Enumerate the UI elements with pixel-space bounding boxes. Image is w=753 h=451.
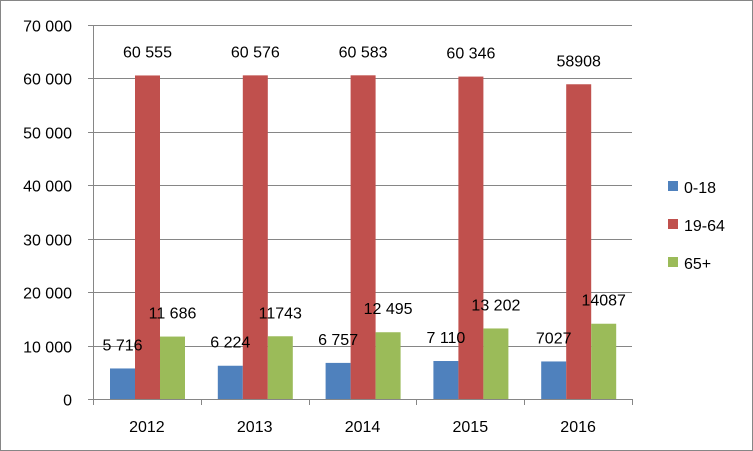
data-label: 6 757 [318, 332, 358, 349]
bar [375, 332, 401, 399]
data-label: 14087 [581, 293, 626, 310]
legend-entry: 65+ [684, 256, 711, 273]
y-tick-label: 30 000 [23, 233, 72, 250]
legend-swatch [668, 219, 678, 229]
data-label: 13 202 [471, 297, 520, 314]
bar [242, 75, 268, 400]
data-label: 11743 [259, 305, 302, 322]
x-tick-label: 2016 [560, 419, 596, 436]
bar [350, 75, 376, 399]
data-label: 60 576 [231, 44, 280, 61]
data-label: 6 224 [210, 335, 250, 352]
data-label: 5 716 [102, 337, 142, 354]
y-tick-label: 10 000 [23, 340, 72, 357]
x-tick-label: 2015 [453, 419, 489, 436]
data-label: 11 686 [149, 306, 197, 323]
legend-swatch [668, 257, 678, 267]
legend-swatch [668, 181, 678, 191]
bar [325, 362, 351, 399]
bar [267, 336, 293, 399]
bar [483, 328, 509, 399]
data-labels: 5 716 6 224 6 757 7 110 7027 60 555 60 576 60 5… [102, 44, 626, 354]
bar [135, 75, 160, 399]
tick-labels: 0 10 000 20 000 30 000 40 000 50 000 60 000 70 … [23, 19, 596, 437]
y-tick-label: 60 000 [23, 72, 72, 89]
bar [160, 336, 185, 399]
bar [566, 84, 592, 399]
bar [541, 361, 567, 399]
x-tick-label: 2012 [129, 419, 165, 436]
legend-entry: 19-64 [684, 218, 725, 235]
bar [458, 76, 484, 399]
bars [110, 75, 617, 400]
bar [591, 323, 617, 399]
data-label: 60 583 [339, 44, 388, 61]
data-label: 60 346 [446, 46, 495, 63]
y-tick-label: 20 000 [23, 286, 72, 303]
bar [433, 361, 459, 399]
data-label: 7027 [536, 330, 572, 347]
legend-entry: 0-18 [684, 180, 716, 197]
bar [110, 368, 135, 399]
y-tick-label: 40 000 [23, 179, 72, 196]
y-tick-label: 0 [63, 393, 72, 410]
axes [88, 25, 633, 405]
data-label: 60 555 [123, 44, 172, 61]
y-tick-label: 70 000 [23, 19, 72, 36]
data-label: 7 110 [426, 330, 465, 347]
x-tick-label: 2014 [345, 419, 381, 436]
data-label: 12 495 [364, 301, 413, 318]
x-tick-label: 2013 [237, 419, 273, 436]
bar [217, 365, 243, 399]
data-label: 58908 [556, 53, 601, 70]
legend: 0-18 19-64 65+ [668, 180, 725, 273]
y-tick-label: 50 000 [23, 126, 72, 143]
